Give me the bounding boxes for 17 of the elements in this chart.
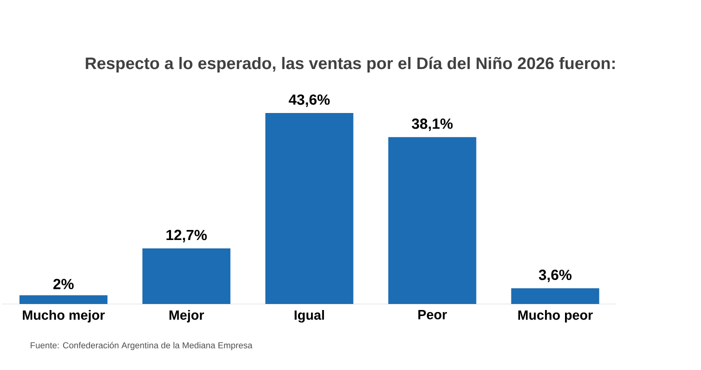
- chart-title: Respecto a lo esperado, las ventas por el Día del Niño 2026 fueron:: [86, 56, 615, 72]
- bar: [388, 137, 476, 304]
- data-label: 2%: [53, 278, 74, 290]
- x-tick-label: Mucho peor: [518, 310, 593, 322]
- x-tick-label: Mejor: [170, 310, 204, 322]
- bar: [265, 112, 354, 304]
- bar: [142, 248, 230, 304]
- data-label: 43,6%: [288, 94, 330, 107]
- data-label: 12,7%: [166, 230, 207, 242]
- x-tick-label: Peor: [418, 310, 447, 320]
- bar: [19, 295, 108, 304]
- bar: [511, 288, 600, 304]
- x-tick-label: Igual: [294, 310, 324, 323]
- x-tick-label: Mucho mejor: [22, 310, 105, 322]
- data-label: 3,6%: [538, 270, 572, 282]
- source-note: Fuente: Confederación Argentina de la Mediana Empresa: [30, 342, 252, 350]
- data-label: 38,1%: [412, 118, 453, 132]
